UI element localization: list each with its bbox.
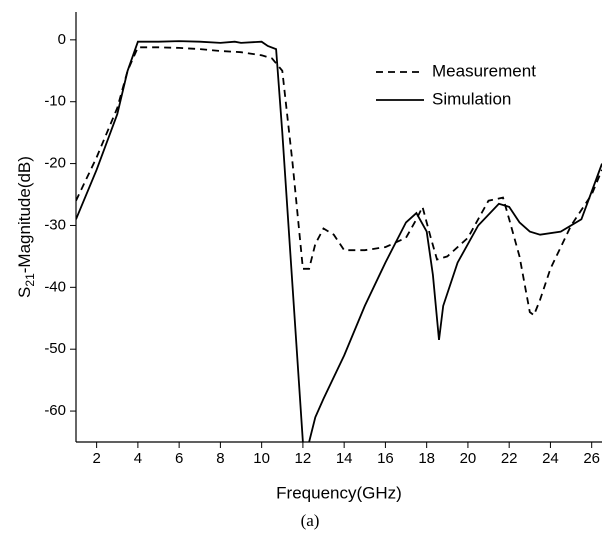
x-tick-label: 14 <box>336 450 353 467</box>
legend-label: Measurement <box>432 61 536 80</box>
x-axis-label: Frequency(GHz) <box>276 483 402 502</box>
x-tick-label: 24 <box>542 450 559 467</box>
y-tick-label: -10 <box>44 93 66 110</box>
x-tick-label: 2 <box>92 450 100 467</box>
y-label-rest: -Magnitude(dB) <box>15 156 34 273</box>
legend-label: Simulation <box>432 89 511 108</box>
y-tick-label: -50 <box>44 340 66 357</box>
series-line <box>76 46 602 317</box>
y-label-main: S <box>15 287 34 298</box>
y-tick-label: -60 <box>44 402 66 419</box>
x-tick-label: 22 <box>501 450 518 467</box>
x-tick-label: 16 <box>377 450 394 467</box>
y-tick-label: -40 <box>44 278 66 295</box>
x-tick-label: 12 <box>295 450 312 467</box>
x-tick-label: 20 <box>460 450 477 467</box>
x-tick-label: 6 <box>175 450 183 467</box>
x-tick-label: 8 <box>216 450 224 467</box>
x-tick-label: 4 <box>134 450 142 467</box>
x-tick-label: 26 <box>583 450 600 467</box>
x-tick-label: 10 <box>253 450 270 467</box>
y-label-sub: 21 <box>23 273 37 287</box>
y-tick-label: -30 <box>44 216 66 233</box>
caption: (a) <box>301 511 320 530</box>
y-tick-label: -20 <box>44 155 66 172</box>
series-line <box>76 40 602 442</box>
y-tick-label: 0 <box>58 31 66 48</box>
x-tick-label: 18 <box>418 450 435 467</box>
plot-area <box>76 40 602 442</box>
y-axis-label: S21-Magnitude(dB) <box>15 156 37 298</box>
